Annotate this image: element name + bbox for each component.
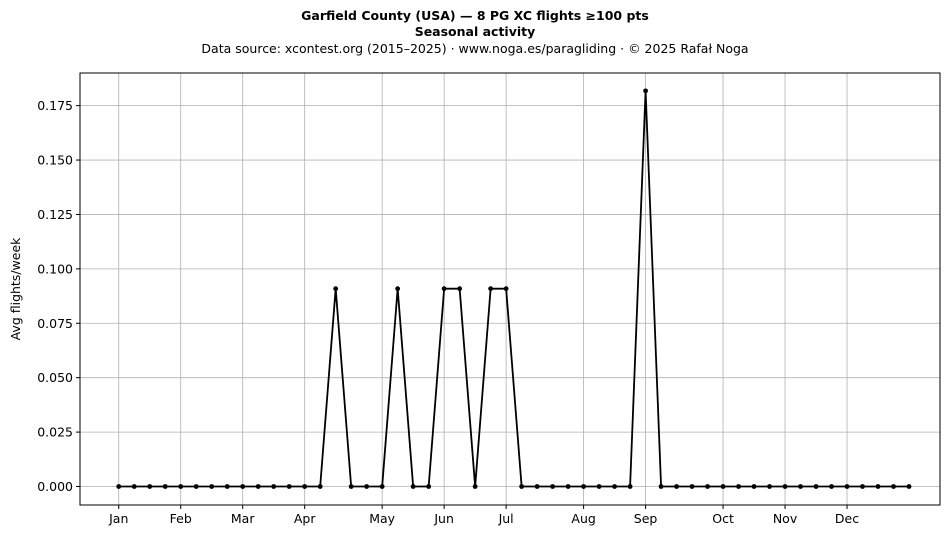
data-point (302, 484, 308, 489)
x-tick-label-dec: Dec (835, 511, 859, 526)
grid-lines (80, 73, 940, 505)
data-point (333, 286, 339, 292)
data-point (550, 484, 556, 489)
x-tick-label-apr: Apr (294, 511, 316, 526)
x-tick-label-jan: Jan (108, 511, 128, 526)
data-point (503, 286, 509, 292)
data-point (674, 484, 679, 489)
x-tick-label-feb: Feb (170, 511, 192, 526)
title-block: Garfield County (USA) — 8 PG XC flights … (0, 8, 950, 58)
x-tick-label-nov: Nov (773, 511, 798, 526)
x-tick-label-aug: Aug (571, 511, 595, 526)
data-point (519, 484, 525, 489)
data-point (860, 484, 865, 489)
y-tick-label: 0.075 (37, 316, 73, 331)
data-point (612, 484, 617, 489)
data-point (891, 484, 896, 489)
data-point (720, 484, 726, 489)
chart-source: Data source: xcontest.org (2015–2025) · … (201, 41, 749, 56)
data-point (472, 484, 478, 489)
chart-title: Garfield County (USA) — 8 PG XC flights … (301, 8, 649, 23)
data-point (813, 484, 819, 489)
y-tick-label: 0.150 (37, 153, 73, 168)
x-tick-label-mar: Mar (231, 511, 255, 526)
y-tick-label: 0.175 (37, 98, 73, 113)
x-tick-label-oct: Oct (712, 511, 734, 526)
data-point (147, 484, 153, 489)
data-point (782, 484, 788, 489)
data-point (627, 484, 633, 489)
data-point (658, 484, 664, 489)
series-line (118, 89, 910, 488)
data-point (906, 484, 912, 489)
y-axis-label: Avg flights/week (8, 237, 23, 341)
data-point (193, 484, 199, 489)
y-tick-label: 0.000 (37, 479, 73, 494)
y-tick-label: 0.050 (37, 370, 73, 385)
data-point (395, 286, 401, 292)
data-point (798, 484, 803, 489)
x-tick-label-jun: Jun (433, 511, 454, 526)
data-point (488, 286, 494, 292)
data-point (767, 484, 772, 489)
data-point (705, 484, 710, 489)
x-tick-label-jul: Jul (498, 511, 514, 526)
data-point (410, 484, 416, 489)
x-tick-label-sep: Sep (634, 511, 658, 526)
chart-subtitle: Seasonal activity (414, 24, 536, 39)
data-point (426, 484, 432, 489)
data-point (255, 484, 261, 489)
data-point (209, 484, 215, 489)
data-point (596, 484, 602, 489)
data-point (348, 484, 354, 489)
data-point (178, 484, 184, 489)
data-point (131, 484, 137, 489)
data-point (286, 484, 292, 489)
data-point (317, 484, 323, 489)
data-point (581, 484, 587, 489)
data-point (565, 484, 571, 489)
data-point (689, 484, 695, 489)
data-point (844, 484, 850, 489)
data-point (829, 484, 834, 489)
data-point (875, 484, 881, 489)
y-tick-label: 0.125 (37, 207, 73, 222)
series-layer (116, 88, 912, 489)
x-tick-label-may: May (369, 511, 395, 526)
plot-frame (79, 72, 941, 506)
data-point (364, 484, 370, 489)
data-point (240, 484, 246, 489)
data-point (379, 484, 385, 489)
data-point (736, 484, 741, 489)
data-point (441, 286, 447, 292)
data-point (457, 286, 463, 292)
data-point (116, 484, 122, 489)
data-point (271, 484, 277, 489)
y-tick-label: 0.100 (37, 261, 73, 276)
axis-ticks: 0.000 0.025 0.050 0.075 0.100 0.125 0.150 0.175… (37, 98, 859, 526)
data-point (224, 484, 230, 489)
data-point (534, 484, 540, 489)
data-point (643, 88, 648, 94)
data-point (751, 484, 757, 489)
data-point (162, 484, 168, 489)
y-tick-label: 0.025 (37, 425, 73, 440)
